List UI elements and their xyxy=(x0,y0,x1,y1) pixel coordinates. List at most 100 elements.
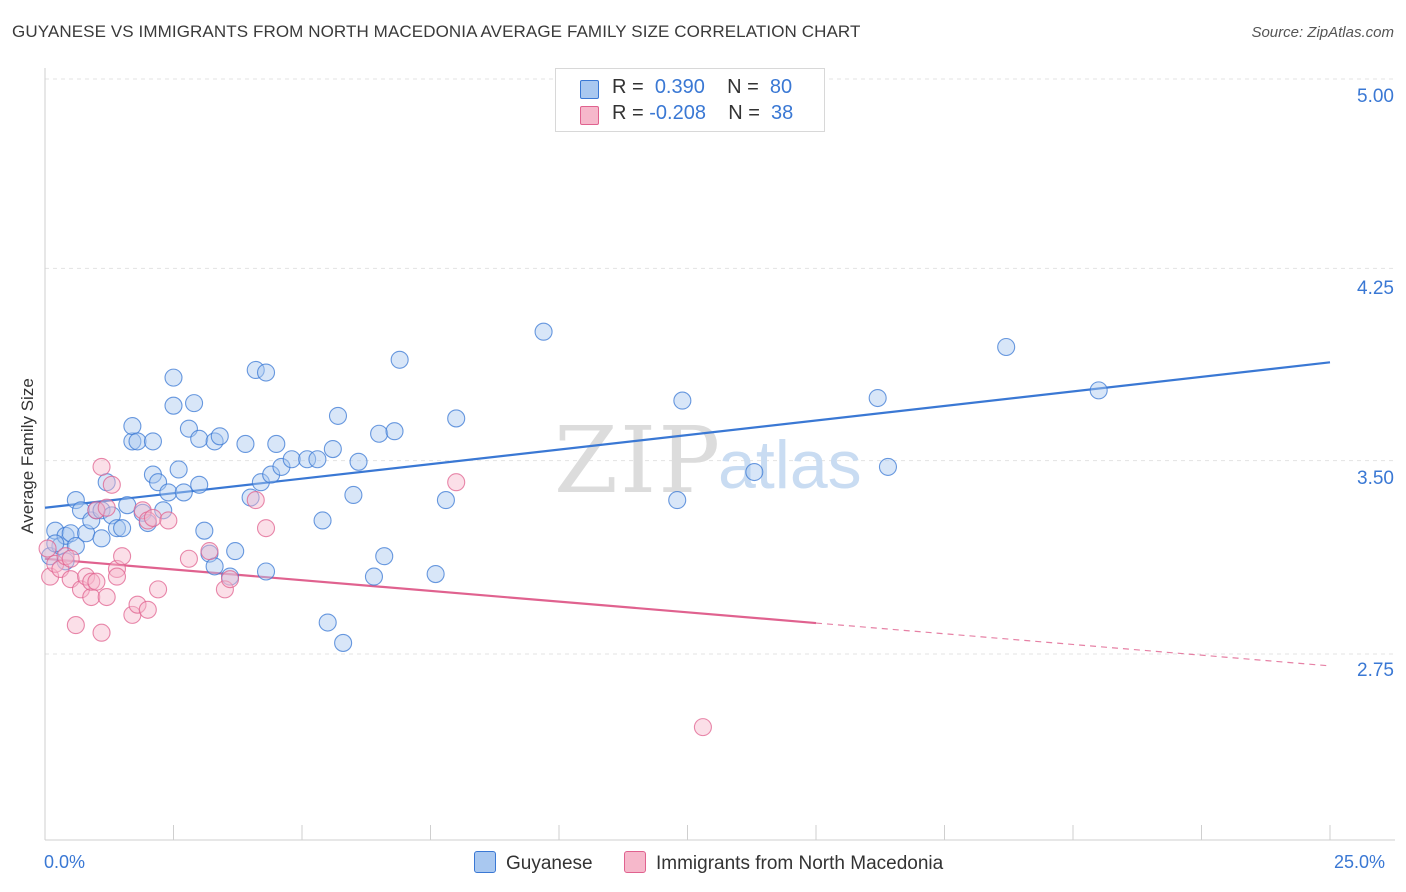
data-point-guyanese xyxy=(241,488,260,507)
data-point-guyanese xyxy=(668,491,687,510)
data-point-north-macedonia xyxy=(256,519,276,538)
data-point-north-macedonia xyxy=(149,580,168,599)
source-label: Source: ZipAtlas.com xyxy=(1251,24,1394,41)
data-point-north-macedonia xyxy=(179,549,198,568)
data-point-guyanese xyxy=(236,434,255,454)
trend-line-1 xyxy=(44,557,817,625)
legend-n-value: 80 xyxy=(769,76,793,98)
data-point-guyanese xyxy=(256,363,276,382)
data-point-guyanese xyxy=(364,567,384,586)
legend-r-label: R = xyxy=(612,76,644,98)
data-point-guyanese xyxy=(159,483,178,502)
x-tick-label-max: 25.0% xyxy=(1334,852,1386,872)
data-point-guyanese xyxy=(349,452,368,471)
data-point-north-macedonia xyxy=(92,623,111,642)
legend-n-value: 38 xyxy=(771,102,794,124)
legend-r-value: 0.390 xyxy=(654,76,705,98)
data-point-guyanese xyxy=(66,491,85,510)
data-point-guyanese xyxy=(164,368,183,387)
data-point-north-macedonia xyxy=(138,511,157,530)
data-point-guyanese xyxy=(262,465,281,484)
data-point-guyanese xyxy=(107,519,127,538)
stats-legend: R = 0.390 N = 80 R = -0.208 N = 38 xyxy=(555,68,825,132)
data-point-guyanese xyxy=(128,432,147,451)
data-point-guyanese xyxy=(185,394,204,413)
legend-swatch-pink xyxy=(580,106,599,125)
data-point-guyanese xyxy=(118,496,137,515)
bottom-legend-item-north-macedonia: Immigrants from North Macedonia xyxy=(624,851,943,875)
data-point-guyanese xyxy=(745,462,764,482)
data-point-guyanese xyxy=(251,473,270,492)
data-point-north-macedonia xyxy=(220,570,240,589)
y-axis-label: Average Family Size xyxy=(18,378,37,534)
data-point-north-macedonia xyxy=(128,595,147,614)
data-point-north-macedonia xyxy=(143,508,162,527)
data-point-guyanese xyxy=(92,529,111,548)
data-point-guyanese xyxy=(868,388,887,408)
data-point-north-macedonia xyxy=(97,587,116,607)
data-point-guyanese xyxy=(313,511,332,530)
data-point-guyanese xyxy=(436,491,455,510)
data-point-north-macedonia xyxy=(159,511,178,530)
trend-line-0 xyxy=(44,361,1331,509)
data-point-guyanese xyxy=(267,434,286,454)
data-point-guyanese xyxy=(272,457,291,476)
bottom-legend-item-guyanese: Guyanese xyxy=(474,851,593,875)
y-tick-label-500: 5.00 xyxy=(1357,86,1394,107)
data-point-north-macedonia xyxy=(215,580,234,599)
data-point-guyanese xyxy=(190,475,209,494)
data-point-guyanese xyxy=(154,501,173,520)
data-point-north-macedonia xyxy=(693,718,712,737)
data-point-north-macedonia xyxy=(107,567,127,586)
data-point-guyanese xyxy=(328,406,348,425)
data-point-guyanese xyxy=(92,501,111,520)
legend-r-label: R = xyxy=(612,102,644,124)
data-point-guyanese xyxy=(190,429,209,448)
bottom-legend-swatch-pink xyxy=(624,851,646,873)
data-point-guyanese xyxy=(323,440,342,459)
data-point-north-macedonia xyxy=(77,567,96,586)
data-point-guyanese xyxy=(534,322,553,341)
y-tick-label-275: 2.75 xyxy=(1357,660,1394,681)
watermark: ZIP atlas xyxy=(554,407,862,514)
data-point-guyanese xyxy=(123,432,142,451)
trend-line-dashed-1 xyxy=(815,622,1331,667)
data-point-north-macedonia xyxy=(246,491,265,510)
bottom-legend-label: Guyanese xyxy=(506,853,593,874)
x-tick-label-min: 0.0% xyxy=(44,852,86,872)
data-point-guyanese xyxy=(318,613,337,632)
axes xyxy=(44,68,1395,841)
data-point-guyanese xyxy=(282,450,301,469)
data-point-guyanese xyxy=(205,432,224,451)
data-point-guyanese xyxy=(246,360,265,380)
data-point-guyanese xyxy=(205,557,224,576)
chart-title: GUYANESE VS IMMIGRANTS FROM NORTH MACEDO… xyxy=(12,22,861,41)
data-point-guyanese xyxy=(426,565,445,584)
data-point-guyanese xyxy=(375,547,394,566)
bottom-legend-swatch-blue xyxy=(474,851,496,873)
data-point-guyanese xyxy=(878,457,898,476)
data-point-guyanese xyxy=(308,450,327,469)
data-point-north-macedonia xyxy=(102,475,121,494)
data-point-north-macedonia xyxy=(87,501,106,520)
legend-n-label: N = xyxy=(727,76,759,98)
data-point-north-macedonia xyxy=(113,547,132,566)
data-point-guyanese xyxy=(390,350,409,369)
legend-n-label: N = xyxy=(728,102,760,124)
data-point-guyanese xyxy=(673,391,692,410)
data-point-guyanese xyxy=(143,432,162,451)
data-point-north-macedonia xyxy=(82,587,101,607)
y-tick-label-425: 4.25 xyxy=(1357,278,1394,299)
data-point-guyanese xyxy=(113,519,132,538)
data-point-north-macedonia xyxy=(82,572,101,591)
data-point-guyanese xyxy=(344,485,363,505)
data-point-guyanese xyxy=(447,409,466,428)
data-point-guyanese xyxy=(169,460,188,479)
data-point-north-macedonia xyxy=(200,542,219,561)
data-point-guyanese xyxy=(298,450,317,469)
legend-r-value: -0.208 xyxy=(649,102,706,124)
data-point-north-macedonia xyxy=(56,547,75,566)
data-point-north-macedonia xyxy=(87,572,106,591)
bottom-legend-label: Immigrants from North Macedonia xyxy=(656,853,944,874)
data-point-guyanese xyxy=(1089,381,1108,400)
